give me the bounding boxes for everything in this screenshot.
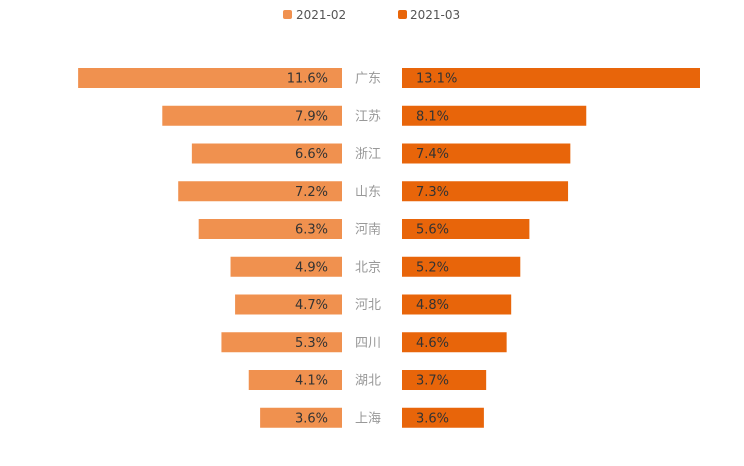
data-label-2021-03-北京: 5.2% <box>416 260 449 275</box>
series-2021-02-bars: 11.6% 7.9% 6.6% 7.2% 6.3% 4.9% 4.7% 5.3% 4.1% 3.6… <box>78 68 343 428</box>
bar-2021-02-湖北 <box>248 370 342 390</box>
category-label-湖北: 湖北 <box>355 374 381 389</box>
data-label-2021-03-四川: 4.6% <box>416 336 449 351</box>
data-label-2021-03-河南: 5.6% <box>416 223 449 238</box>
bar-2021-03-河南 <box>402 219 530 239</box>
data-label-2021-02-河南: 6.3% <box>295 223 328 238</box>
category-label-四川: 四川 <box>355 336 381 351</box>
bar-2021-03-江苏 <box>402 105 587 126</box>
data-label-2021-02-湖北: 4.1% <box>295 374 328 389</box>
data-label-2021-02-四川: 5.3% <box>295 336 328 351</box>
data-label-2021-02-山东: 7.2% <box>295 185 328 200</box>
bar-2021-02-浙江 <box>191 143 342 164</box>
data-label-2021-03-上海: 3.6% <box>416 411 449 426</box>
category-label-河北: 河北 <box>355 298 381 313</box>
bar-2021-03-广东 <box>402 68 700 88</box>
legend-label-2021-03[interactable]: 2021-03 <box>410 8 460 22</box>
legend-swatch-2021-02[interactable] <box>283 10 292 19</box>
data-label-2021-03-山东: 7.3% <box>416 185 449 200</box>
bar-2021-02-山东 <box>178 181 342 202</box>
bar-2021-02-江苏 <box>162 105 342 126</box>
bar-2021-03-河北 <box>402 294 512 315</box>
bar-2021-02-河北 <box>235 294 342 315</box>
bar-2021-03-山东 <box>402 181 569 202</box>
bar-2021-02-北京 <box>230 256 342 277</box>
category-label-江苏: 江苏 <box>355 108 381 124</box>
bar-2021-02-四川 <box>221 332 342 353</box>
series-2021-03-bars: 13.1% 8.1% 7.4% 7.3% 5.6% 5.2% 4.8% 4.6% 3.7% 3.6… <box>402 68 700 428</box>
bar-2021-02-上海 <box>260 407 342 428</box>
data-label-2021-03-河北: 4.8% <box>416 298 449 313</box>
category-label-河南: 河南 <box>355 222 381 238</box>
bar-2021-03-浙江 <box>402 143 571 164</box>
category-label-广东: 广东 <box>355 72 381 87</box>
category-label-山东: 山东 <box>355 185 381 200</box>
legend-label-2021-02[interactable]: 2021-02 <box>296 8 346 22</box>
data-label-2021-02-北京: 4.9% <box>295 260 328 275</box>
data-label-2021-02-上海: 3.6% <box>295 411 328 426</box>
bar-2021-02-河南 <box>198 219 342 239</box>
legend-swatch-2021-03[interactable] <box>398 10 407 19</box>
category-label-浙江: 浙江 <box>355 147 381 162</box>
bar-2021-03-上海 <box>402 407 484 428</box>
category-label-上海: 上海 <box>355 411 381 426</box>
data-label-2021-03-广东: 13.1% <box>416 72 457 87</box>
data-label-2021-02-江苏: 7.9% <box>295 109 328 124</box>
data-label-2021-02-浙江: 6.6% <box>295 147 328 162</box>
bar-2021-03-四川 <box>402 332 507 353</box>
data-label-2021-02-河北: 4.7% <box>295 298 328 313</box>
data-label-2021-03-江苏: 8.1% <box>416 109 449 124</box>
chart-legend: 2021-02 2021-03 <box>283 8 460 22</box>
data-label-2021-03-浙江: 7.4% <box>416 147 449 162</box>
category-label-北京: 北京 <box>355 260 381 275</box>
data-label-2021-02-广东: 11.6% <box>287 72 328 87</box>
bar-2021-03-湖北 <box>402 370 487 390</box>
data-label-2021-03-湖北: 3.7% <box>416 374 449 389</box>
bar-2021-02-广东 <box>78 68 343 88</box>
bar-2021-03-北京 <box>402 256 521 277</box>
